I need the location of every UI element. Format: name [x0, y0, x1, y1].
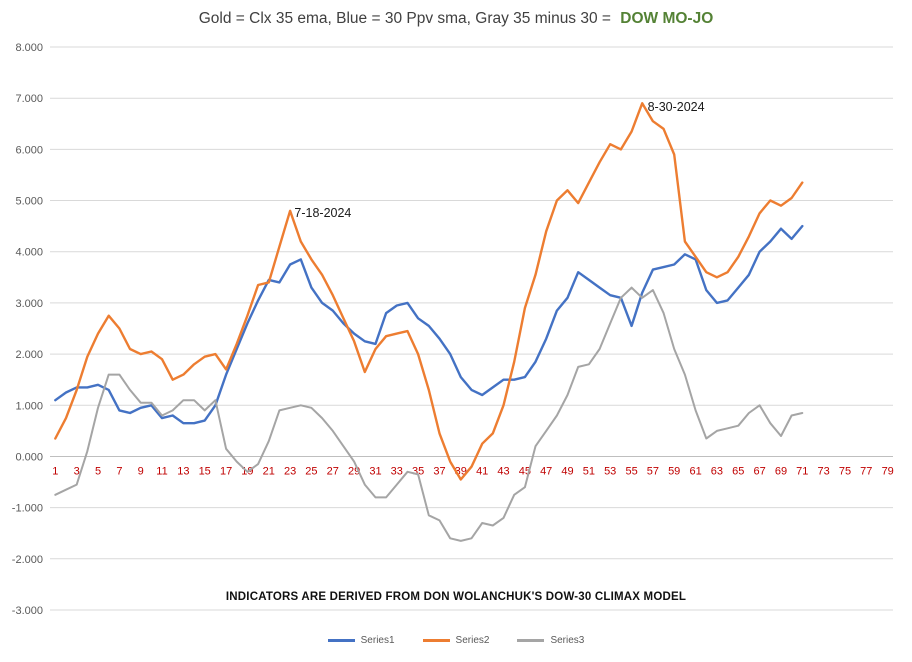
series1-line	[54, 224, 804, 425]
x-axis-tick-label: 53	[604, 466, 616, 478]
y-axis-tick-label: 7.000	[15, 93, 43, 105]
legend-label: Series1	[360, 635, 395, 646]
x-axis-tick-label: 41	[476, 466, 488, 478]
y-axis-tick-label: 4.000	[15, 247, 43, 259]
x-axis-tick-label: 7	[116, 466, 122, 478]
x-axis-tick-label: 5	[95, 466, 101, 478]
annotation-7-18-2024: 7-18-2024	[294, 206, 351, 220]
x-axis-tick-label: 59	[668, 466, 680, 478]
y-axis-tick-label: 6.000	[15, 144, 43, 156]
chart-legend: Series1 Series2 Series3	[0, 635, 912, 646]
x-axis-tick-label: 71	[796, 466, 808, 478]
y-axis-tick-label: -2.000	[12, 554, 43, 566]
x-axis-tick-label: 75	[839, 466, 851, 478]
x-axis-tick-label: 31	[369, 466, 381, 478]
y-axis-tick-label: -3.000	[12, 605, 43, 617]
y-axis-tick-label: 5.000	[15, 196, 43, 208]
legend-item-series2: Series2	[422, 635, 490, 646]
annotation-8-30-2024: 8-30-2024	[648, 100, 705, 114]
x-axis-tick-label: 27	[327, 466, 339, 478]
legend-label: Series2	[455, 635, 490, 646]
x-axis-tick-label: 67	[753, 466, 765, 478]
y-axis-tick-label: 8.000	[15, 42, 43, 54]
x-axis-tick-label: 21	[263, 466, 275, 478]
series2-line	[54, 102, 804, 481]
x-axis-tick-label: 1	[52, 466, 58, 478]
x-axis-tick-label: 47	[540, 466, 552, 478]
y-axis-tick-label: 1.000	[15, 400, 43, 412]
legend-label: Series3	[550, 635, 585, 646]
x-axis-tick-label: 65	[732, 466, 744, 478]
x-axis-tick-label: 49	[561, 466, 573, 478]
x-axis-tick-label: 51	[583, 466, 595, 478]
x-axis-tick-label: 77	[860, 466, 872, 478]
x-axis-tick-label: 63	[711, 466, 723, 478]
y-axis-tick-label: 2.000	[15, 349, 43, 361]
footer-note: INDICATORS ARE DERIVED FROM DON WOLANCHU…	[225, 591, 687, 603]
x-axis-tick-label: 57	[647, 466, 659, 478]
legend-item-series3: Series3	[517, 635, 584, 646]
x-axis-tick-label: 61	[689, 466, 701, 478]
x-axis-tick-label: 79	[882, 466, 894, 478]
x-axis-tick-label: 33	[391, 466, 403, 478]
x-axis-tick-label: 9	[138, 466, 144, 478]
chart-title-highlight: DOW MO-JO	[620, 10, 714, 27]
x-axis-tick-label: 37	[433, 466, 445, 478]
y-axis-tick-label: -1.000	[12, 503, 43, 515]
x-axis-tick-label: 17	[220, 466, 232, 478]
x-axis-tick-label: 13	[177, 466, 189, 478]
chart-title: Gold = Clx 35 ema, Blue = 30 Ppv sma, Gr…	[0, 10, 912, 28]
x-axis-tick-label: 23	[284, 466, 296, 478]
x-axis-tick-label: 73	[817, 466, 829, 478]
x-axis-tick-label: 69	[775, 466, 787, 478]
x-axis-tick-label: 43	[497, 466, 509, 478]
x-axis-tick-label: 15	[199, 466, 211, 478]
legend-line-swatch	[327, 639, 355, 642]
x-axis-tick-label: 11	[156, 466, 167, 478]
x-axis-tick-label: 55	[625, 466, 637, 478]
legend-item-series1: Series1	[327, 635, 395, 646]
legend-line-swatch	[517, 639, 545, 642]
x-axis-tick-label: 3	[74, 466, 80, 478]
legend-line-swatch	[422, 639, 450, 642]
x-axis-tick-label: 25	[305, 466, 317, 478]
chart-title-main: Gold = Clx 35 ema, Blue = 30 Ppv sma, Gr…	[198, 10, 611, 27]
series3-line	[54, 286, 804, 542]
y-axis-tick-label: 0.000	[15, 452, 43, 464]
y-axis-tick-label: 3.000	[15, 298, 43, 310]
